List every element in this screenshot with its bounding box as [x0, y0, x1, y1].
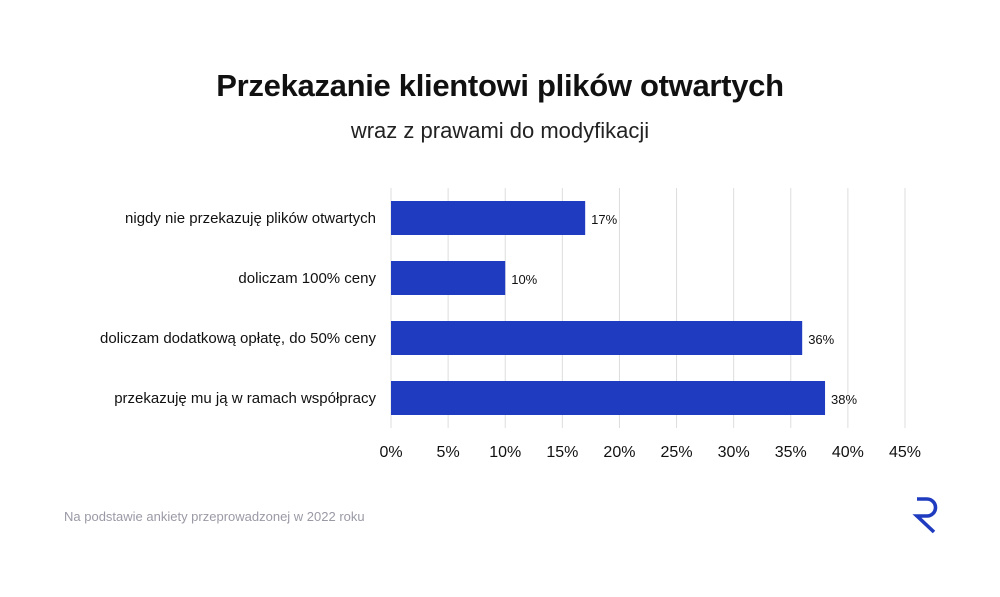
source-note: Na podstawie ankiety przeprowadzonej w 2…: [64, 509, 365, 524]
r-logo-icon: [912, 497, 938, 534]
x-tick-label: 25%: [661, 444, 693, 461]
category-label: doliczam dodatkową opłatę, do 50% ceny: [100, 330, 377, 347]
bar: [391, 261, 506, 295]
x-tick-label: 40%: [832, 444, 864, 461]
x-tick-label: 15%: [546, 444, 578, 461]
x-tick-label: 35%: [775, 444, 807, 461]
bars: [391, 201, 826, 415]
bar: [391, 321, 803, 355]
data-label: 38%: [831, 392, 857, 407]
bar: [391, 381, 826, 415]
labels: 0% 5% 10% 15% 20% 25% 30% 35% 40% 45% nigdy nie pr…: [100, 210, 921, 461]
data-label: 17%: [591, 212, 617, 227]
x-tick-label: 30%: [718, 444, 750, 461]
x-tick-label: 20%: [603, 444, 635, 461]
chart-title: Przekazanie klientowi plików otwartych: [216, 68, 784, 103]
chart-subtitle: wraz z prawami do modyfikacji: [350, 118, 650, 143]
x-tick-label: 5%: [437, 444, 460, 461]
data-label: 36%: [808, 332, 834, 347]
data-label: 10%: [511, 272, 537, 287]
x-tick-label: 10%: [489, 444, 521, 461]
bar: [391, 201, 586, 235]
x-tick-label: 45%: [889, 444, 921, 461]
x-tick-label: 0%: [379, 444, 402, 461]
category-label: przekazuję mu ją w ramach współpracy: [114, 390, 376, 407]
category-label: nigdy nie przekazuję plików otwartych: [125, 210, 376, 227]
category-label: doliczam 100% ceny: [238, 270, 376, 287]
